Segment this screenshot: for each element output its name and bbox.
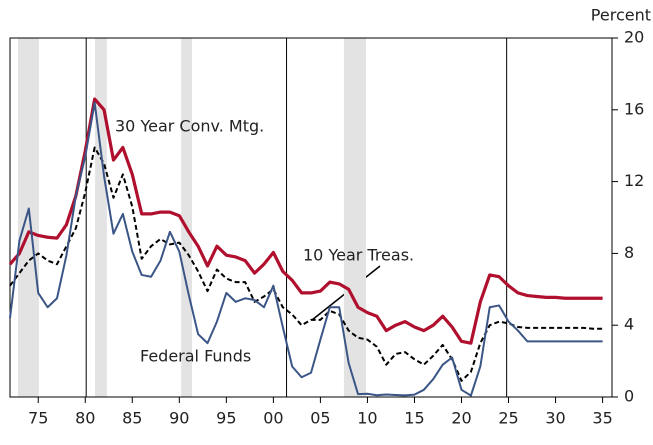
- x-tick-label: 10: [357, 409, 377, 428]
- x-tick-label: 80: [75, 409, 95, 428]
- y-tick-label: 12: [624, 171, 644, 190]
- series-line: [9, 146, 603, 382]
- plot-frame: [9, 37, 613, 398]
- series-label: Federal Funds: [140, 347, 251, 366]
- recession-band: [95, 38, 107, 397]
- x-tick-label: 75: [28, 409, 48, 428]
- x-tick-label: 30: [545, 409, 565, 428]
- recession-band: [17, 38, 39, 397]
- x-tick-label: 95: [216, 409, 236, 428]
- x-tick-label: 00: [263, 409, 283, 428]
- y-tick-label: 0: [624, 387, 634, 406]
- x-tick-label: 15: [404, 409, 424, 428]
- recession-band: [343, 38, 367, 397]
- x-tick-label: 25: [498, 409, 518, 428]
- y-tick-label: 16: [624, 99, 644, 118]
- x-tick-label: 05: [310, 409, 330, 428]
- series-line: [9, 101, 603, 397]
- x-tick-label: 20: [451, 409, 471, 428]
- series-label: 10 Year Treas.: [303, 246, 414, 265]
- y-tick-label: 8: [624, 243, 634, 262]
- series-label: 30 Year Conv. Mtg.: [115, 117, 264, 136]
- x-tick-label: 35: [592, 409, 612, 428]
- y-tick-label: 4: [624, 315, 634, 334]
- x-tick-label: 90: [169, 409, 189, 428]
- y-axis-label: Percent: [591, 6, 651, 25]
- recession-band: [181, 38, 193, 397]
- x-tick-label: 85: [122, 409, 142, 428]
- y-tick-label: 20: [624, 28, 644, 47]
- series-line: [8, 97, 603, 345]
